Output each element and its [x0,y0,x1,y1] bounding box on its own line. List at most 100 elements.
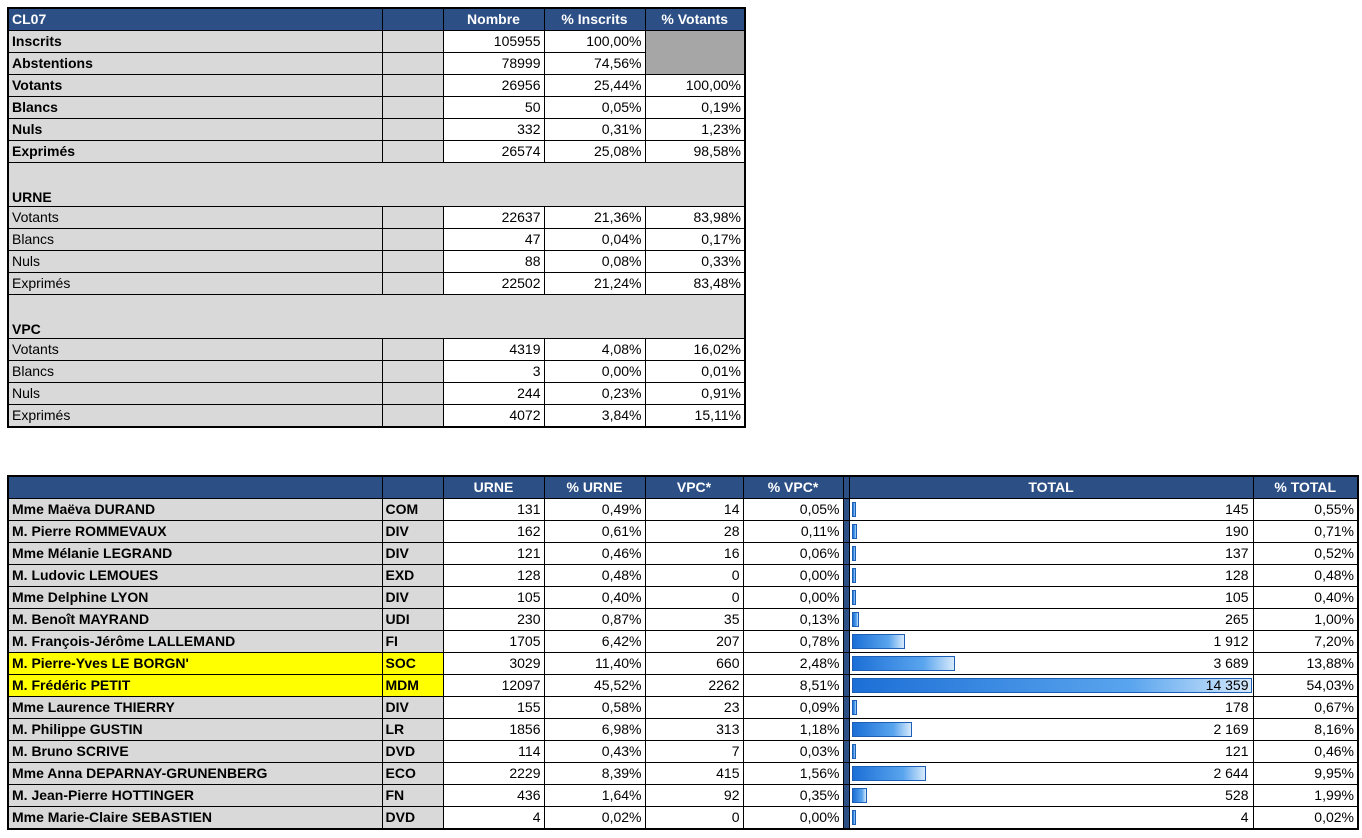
summary-row-label: Votants [7,74,383,97]
summary-row-pct-votants: 100,00% [644,74,746,97]
candidate-name: M. Ludovic LEMOUES [7,564,383,587]
candidate-total: 145 [1225,501,1249,517]
candidate-urne: 12097 [442,674,545,697]
summary-row-label: Inscrits [7,30,383,53]
summary-row-pct-inscrits: 4,08% [543,338,646,361]
candidate-vpc: 7 [644,740,744,763]
summary-row-blank [381,74,444,97]
candidate-pct-urne: 0,58% [543,696,646,719]
candidate-pct-urne: 0,48% [543,564,646,587]
candidate-total-cell: 178 [848,696,1254,719]
candidate-urne: 230 [442,608,545,631]
summary-row: Exprimés 4072 3,84% 15,11% [7,404,746,428]
total-data-bar [851,700,857,715]
candidate-urne: 4 [442,806,545,830]
summary-row-blank [381,382,444,405]
total-data-bar [851,788,867,803]
summary-row-pct-votants: 98,58% [644,140,746,163]
candidate-vpc: 415 [644,762,744,785]
summary-row-nombre: 4072 [442,404,545,428]
summary-section-row: VPC [7,294,746,339]
pct-urne-header: % URNE [543,475,646,499]
candidate-pct-vpc: 0,03% [742,740,844,763]
candidate-pct-vpc: 0,13% [742,608,844,631]
candidate-pct-vpc: 1,18% [742,718,844,741]
total-data-bar [851,524,857,539]
summary-row: Blancs 50 0,05% 0,19% [7,96,746,119]
candidate-party: EXD [381,564,444,587]
candidate-party: SOC [381,652,444,675]
candidate-pct-vpc: 0,78% [742,630,844,653]
candidate-urne: 162 [442,520,545,543]
urne-header: URNE [442,475,545,499]
summary-section-title: VPC [7,294,746,339]
total-data-bar [851,810,856,825]
candidate-total: 4 [1240,809,1249,825]
summary-row-nombre: 88 [442,250,545,273]
candidate-total-cell: 121 [848,740,1254,763]
summary-row: Nuls 244 0,23% 0,91% [7,382,746,405]
candidate-pct-total: 0,52% [1252,542,1359,565]
candidate-pct-urne: 8,39% [543,762,646,785]
summary-row: Exprimés 22502 21,24% 83,48% [7,272,746,295]
candidate-total-cell: 137 [848,542,1254,565]
candidate-pct-total: 0,67% [1252,696,1359,719]
summary-row-nombre: 47 [442,228,545,251]
total-data-bar [851,634,905,649]
summary-row-pct-votants: 16,02% [644,338,746,361]
total-data-bar [851,568,856,583]
total-data-bar [851,590,856,605]
summary-row-pct-inscrits: 0,04% [543,228,646,251]
candidate-pct-total: 13,88% [1252,652,1359,675]
summary-row-pct-votants: 15,11% [644,404,746,428]
summary-row-pct-inscrits: 0,31% [543,118,646,141]
summary-row-label: Nuls [7,250,383,273]
candidate-vpc: 0 [644,586,744,609]
summary-row-nombre: 3 [442,360,545,383]
candidate-vpc: 313 [644,718,744,741]
candidate-pct-vpc: 0,35% [742,784,844,807]
candidate-party: DVD [381,740,444,763]
candidate-row: M. Pierre-Yves LE BORGN' SOC 3029 11,40% 660… [7,652,1359,675]
candidate-name: M. Frédéric PETIT [7,674,383,697]
summary-row-pct-votants: 0,33% [644,250,746,273]
candidate-row: Mme Delphine LYON DIV 105 0,40% 0 0,00% 105 0,4… [7,586,1359,609]
candidate-total: 265 [1225,611,1249,627]
summary-row-pct-votants: 0,17% [644,228,746,251]
candidate-name: Mme Laurence THIERRY [7,696,383,719]
candidate-name: M. Jean-Pierre HOTTINGER [7,784,383,807]
summary-row-pct-inscrits: 74,56% [543,52,646,75]
summary-row-nombre: 4319 [442,338,545,361]
summary-pct-votants-header: % Votants [644,7,746,31]
candidate-total-cell: 14 359 [848,674,1254,697]
candidate-total-cell: 265 [848,608,1254,631]
candidate-row: M. Ludovic LEMOUES EXD 128 0,48% 0 0,00% 128 0,… [7,564,1359,587]
candidate-urne: 131 [442,498,545,521]
summary-row-blank [381,140,444,163]
summary-row-blank [381,250,444,273]
candidate-total: 3 689 [1213,655,1249,671]
candidate-total: 2 644 [1213,765,1249,781]
candidates-header-row: URNE % URNE VPC* % VPC* TOTAL % TOTAL [7,475,1359,499]
candidate-vpc: 660 [644,652,744,675]
total-data-bar [851,766,926,781]
summary-row-nombre: 244 [442,382,545,405]
summary-row-blank [381,96,444,119]
candidate-pct-urne: 0,46% [543,542,646,565]
summary-row-label: Blancs [7,96,383,119]
candidate-total: 2 169 [1213,721,1249,737]
summary-row-blank [381,118,444,141]
candidate-total: 137 [1225,545,1249,561]
candidate-party: FN [381,784,444,807]
summary-row-pct-inscrits: 21,36% [543,206,646,229]
candidate-pct-urne: 0,61% [543,520,646,543]
candidate-total-cell: 3 689 [848,652,1254,675]
summary-pct-inscrits-header: % Inscrits [543,7,646,31]
candidate-total-cell: 128 [848,564,1254,587]
candidate-pct-vpc: 1,56% [742,762,844,785]
candidate-party: DIV [381,586,444,609]
summary-row-label: Nuls [7,118,383,141]
summary-row-pct-votants: 83,98% [644,206,746,229]
summary-row: Nuls 88 0,08% 0,33% [7,250,746,273]
candidate-urne: 105 [442,586,545,609]
